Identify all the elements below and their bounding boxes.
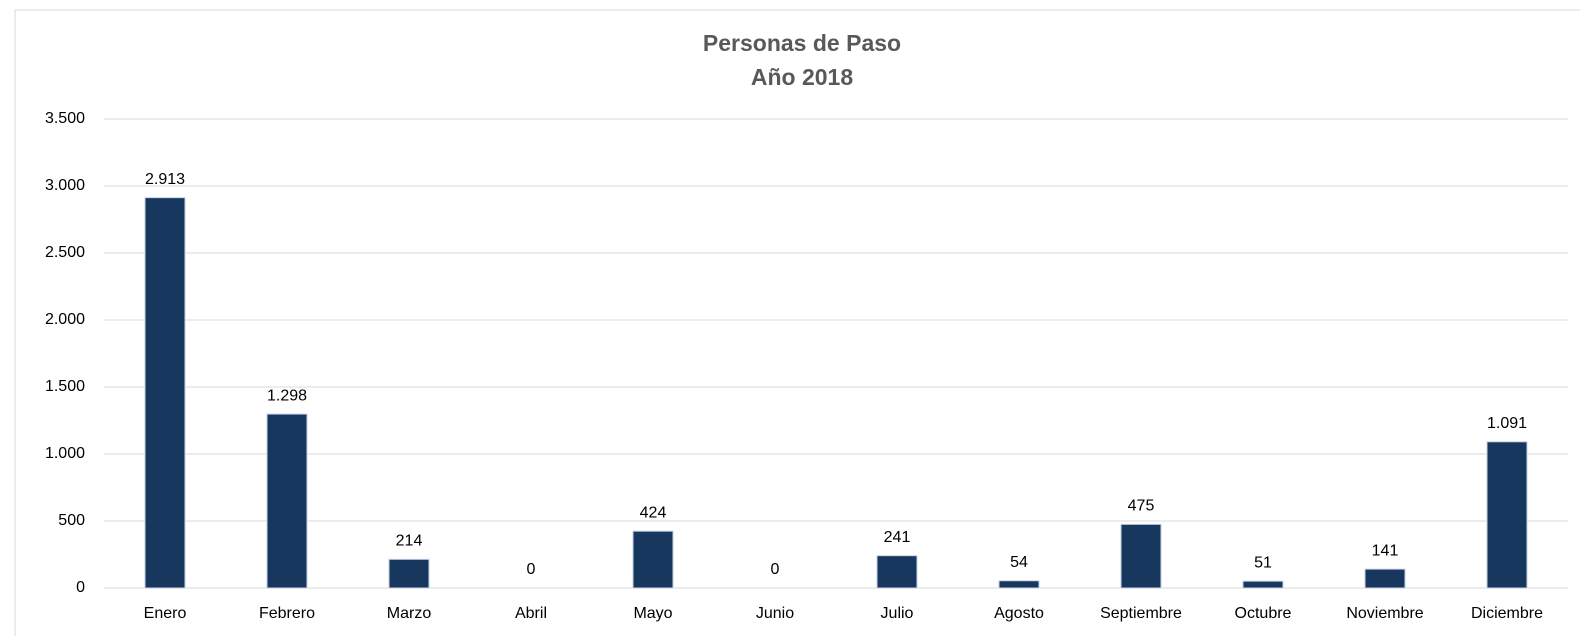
bar: [388, 558, 430, 589]
data-label: 51: [1254, 554, 1272, 571]
bar: [1120, 523, 1162, 589]
data-label: 241: [884, 529, 911, 546]
x-tick-label: Octubre: [1235, 605, 1292, 622]
chart-title: Año 2018: [751, 64, 853, 90]
y-tick-label: 1.000: [45, 445, 85, 462]
y-tick-label: 3.000: [45, 177, 85, 194]
bar: [144, 197, 186, 589]
x-tick-label: Mayo: [633, 605, 672, 622]
x-tick-label: Enero: [144, 605, 187, 622]
bar: [1486, 441, 1528, 589]
chart-title: Personas de Paso: [703, 30, 901, 56]
x-tick-label: Junio: [756, 605, 794, 622]
bar: [1364, 568, 1406, 589]
data-label: 54: [1010, 554, 1028, 571]
bar: [632, 530, 674, 589]
data-label: 0: [527, 561, 536, 578]
x-tick-label: Marzo: [387, 605, 432, 622]
x-tick-label: Septiembre: [1100, 605, 1182, 622]
y-tick-label: 2.500: [45, 244, 85, 261]
x-tick-label: Noviembre: [1346, 605, 1423, 622]
x-tick-label: Agosto: [994, 605, 1044, 622]
y-tick-label: 3.500: [45, 110, 85, 127]
data-label: 424: [640, 504, 667, 521]
y-tick-label: 2.000: [45, 311, 85, 328]
y-tick-label: 1.500: [45, 378, 85, 395]
bar: [998, 580, 1040, 589]
data-label: 0: [771, 561, 780, 578]
data-label: 214: [396, 533, 423, 550]
data-label: 1.298: [267, 387, 307, 404]
bar: [1242, 580, 1284, 589]
chart-border: [14, 9, 1580, 636]
data-label: 2.913: [145, 171, 185, 188]
bar: [876, 555, 918, 589]
bar: [266, 413, 308, 589]
data-label: 141: [1372, 542, 1399, 559]
x-tick-label: Julio: [881, 605, 914, 622]
x-tick-label: Febrero: [259, 605, 315, 622]
data-label: 475: [1128, 498, 1155, 515]
data-label: 1.091: [1487, 415, 1527, 432]
x-tick-label: Diciembre: [1471, 605, 1543, 622]
y-tick-label: 500: [58, 512, 85, 529]
x-tick-label: Abril: [515, 605, 547, 622]
y-tick-label: 0: [76, 579, 85, 596]
